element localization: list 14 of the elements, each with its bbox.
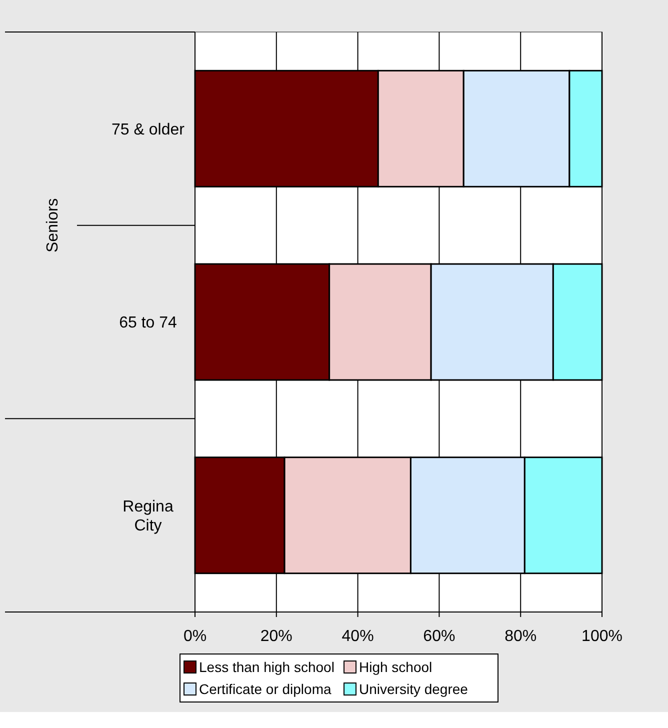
y-tick-label: 75 & older (112, 121, 186, 138)
x-tick-label: 0% (183, 628, 207, 645)
y-tick-label: 65 to 74 (119, 314, 178, 332)
legend-label: University degree (359, 681, 468, 697)
x-tick-label: 100% (582, 628, 622, 645)
x-tick-label: 40% (342, 628, 374, 645)
x-tick-label: 60% (423, 628, 456, 645)
legend-label: Certificate or diploma (199, 681, 332, 697)
legend-label: High school (359, 659, 432, 675)
x-tick-label: 80% (504, 628, 537, 645)
x-tick-label: 20% (260, 628, 292, 645)
y-axis-title: Seniors (44, 198, 62, 252)
legend-label: Less than high school (199, 659, 334, 675)
y-tick-label: Regina City (122, 498, 174, 535)
